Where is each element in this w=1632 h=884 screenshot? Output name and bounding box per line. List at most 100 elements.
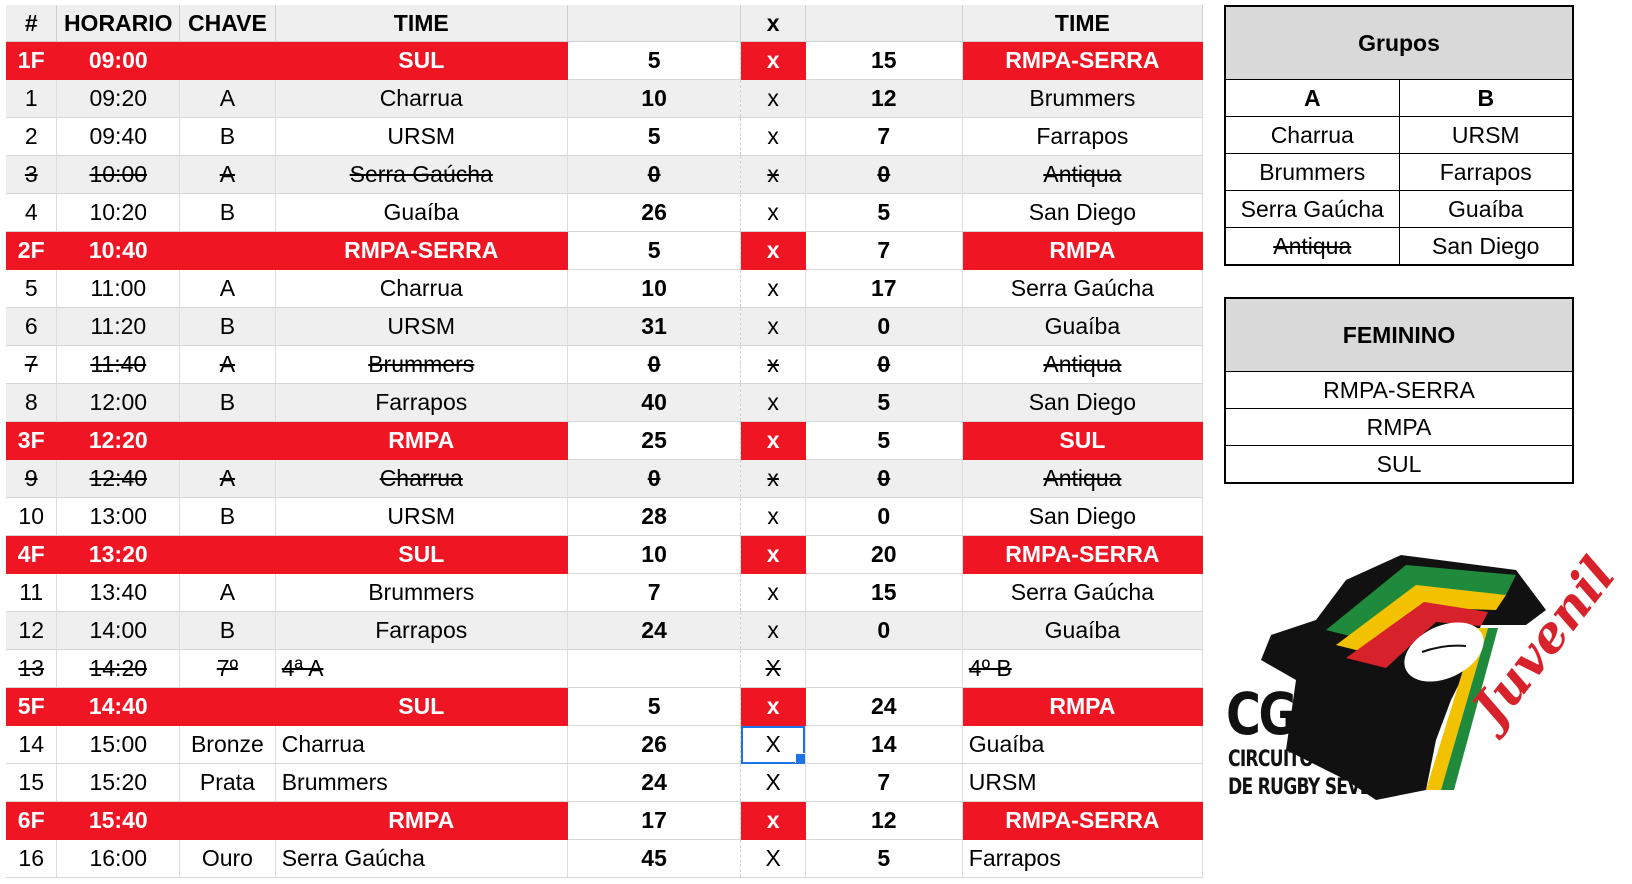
group-cell[interactable]: A: [179, 269, 276, 308]
home-score-cell[interactable]: 24: [567, 763, 742, 802]
home-score-cell[interactable]: 45: [567, 839, 742, 878]
away-score-cell[interactable]: 0: [805, 611, 963, 650]
versus-cell[interactable]: X: [740, 839, 806, 878]
group-cell[interactable]: B: [179, 307, 276, 346]
time-cell[interactable]: 13:00: [56, 497, 181, 536]
home-score-cell[interactable]: 26: [567, 725, 742, 764]
group-cell[interactable]: [179, 535, 276, 574]
match-number-cell[interactable]: 9: [6, 459, 58, 498]
away-score-cell[interactable]: 0: [805, 345, 963, 384]
schedule-header-cell[interactable]: CHAVE: [179, 5, 276, 42]
home-team-cell[interactable]: Farrapos: [275, 611, 568, 650]
away-score-cell[interactable]: 12: [805, 801, 963, 840]
match-number-cell[interactable]: 6: [6, 307, 58, 346]
group-cell[interactable]: B: [179, 193, 276, 232]
home-score-cell[interactable]: 10: [567, 79, 742, 118]
feminino-title[interactable]: FEMININO: [1224, 297, 1574, 372]
home-score-cell[interactable]: 17: [567, 801, 742, 840]
match-number-cell[interactable]: 15: [6, 763, 58, 802]
match-number-cell[interactable]: 12: [6, 611, 58, 650]
versus-cell[interactable]: X: [740, 725, 806, 764]
selection-fill-handle[interactable]: [794, 753, 805, 763]
home-team-cell[interactable]: Charrua: [275, 79, 568, 118]
match-number-cell[interactable]: 13: [6, 649, 58, 688]
match-number-cell[interactable]: 5: [6, 269, 58, 308]
time-cell[interactable]: 14:00: [56, 611, 181, 650]
away-score-cell[interactable]: 14: [805, 725, 963, 764]
group-cell[interactable]: [179, 231, 276, 270]
home-team-cell[interactable]: RMPA: [275, 801, 568, 840]
away-team-cell[interactable]: URSM: [962, 763, 1204, 802]
schedule-header-cell[interactable]: [805, 5, 963, 42]
away-team-cell[interactable]: Farrapos: [962, 117, 1204, 156]
match-number-cell[interactable]: 2F: [6, 231, 58, 270]
time-cell[interactable]: 11:40: [56, 345, 181, 384]
home-score-cell[interactable]: 10: [567, 535, 742, 574]
home-score-cell[interactable]: 5: [567, 231, 742, 270]
versus-cell[interactable]: X: [740, 763, 806, 802]
feminino-team-cell[interactable]: RMPA: [1224, 408, 1574, 446]
time-cell[interactable]: 14:20: [56, 649, 181, 688]
versus-cell[interactable]: x: [740, 155, 806, 194]
home-team-cell[interactable]: Farrapos: [275, 383, 568, 422]
versus-cell[interactable]: x: [740, 79, 806, 118]
group-a-team-cell[interactable]: Antiqua: [1224, 227, 1400, 266]
group-b-header[interactable]: B: [1398, 79, 1574, 117]
away-team-cell[interactable]: Antiqua: [962, 155, 1204, 194]
versus-cell[interactable]: x: [740, 801, 806, 840]
home-team-cell[interactable]: Brummers: [275, 573, 568, 612]
away-team-cell[interactable]: SUL: [962, 421, 1204, 460]
versus-cell[interactable]: x: [740, 193, 806, 232]
home-score-cell[interactable]: 5: [567, 41, 742, 80]
away-score-cell[interactable]: 7: [805, 231, 963, 270]
versus-cell[interactable]: x: [740, 269, 806, 308]
group-a-team-cell[interactable]: Serra Gaúcha: [1224, 190, 1400, 228]
time-cell[interactable]: 10:40: [56, 231, 181, 270]
home-team-cell[interactable]: SUL: [275, 687, 568, 726]
home-team-cell[interactable]: URSM: [275, 117, 568, 156]
away-score-cell[interactable]: 0: [805, 497, 963, 536]
time-cell[interactable]: 12:20: [56, 421, 181, 460]
home-team-cell[interactable]: SUL: [275, 41, 568, 80]
group-cell[interactable]: Ouro: [179, 839, 276, 878]
home-score-cell[interactable]: 10: [567, 269, 742, 308]
group-b-team-cell[interactable]: URSM: [1398, 116, 1574, 154]
away-score-cell[interactable]: 0: [805, 307, 963, 346]
versus-cell[interactable]: x: [740, 117, 806, 156]
home-score-cell[interactable]: 0: [567, 155, 742, 194]
match-number-cell[interactable]: 1: [6, 79, 58, 118]
group-cell[interactable]: B: [179, 117, 276, 156]
home-team-cell[interactable]: URSM: [275, 497, 568, 536]
versus-cell[interactable]: x: [740, 383, 806, 422]
group-a-team-cell[interactable]: Charrua: [1224, 116, 1400, 154]
group-a-team-cell[interactable]: Brummers: [1224, 153, 1400, 191]
away-team-cell[interactable]: RMPA-SERRA: [962, 535, 1204, 574]
time-cell[interactable]: 15:40: [56, 801, 181, 840]
time-cell[interactable]: 10:20: [56, 193, 181, 232]
away-team-cell[interactable]: Serra Gaúcha: [962, 269, 1204, 308]
schedule-header-cell[interactable]: x: [740, 5, 806, 42]
group-cell[interactable]: [179, 41, 276, 80]
home-score-cell[interactable]: 0: [567, 345, 742, 384]
away-team-cell[interactable]: RMPA: [962, 687, 1204, 726]
home-team-cell[interactable]: Brummers: [275, 345, 568, 384]
home-team-cell[interactable]: Charrua: [275, 725, 568, 764]
group-cell[interactable]: A: [179, 573, 276, 612]
match-number-cell[interactable]: 2: [6, 117, 58, 156]
group-b-team-cell[interactable]: Guaíba: [1398, 190, 1574, 228]
home-score-cell[interactable]: 0: [567, 459, 742, 498]
home-team-cell[interactable]: URSM: [275, 307, 568, 346]
home-score-cell[interactable]: 31: [567, 307, 742, 346]
away-score-cell[interactable]: 17: [805, 269, 963, 308]
home-score-cell[interactable]: 28: [567, 497, 742, 536]
home-score-cell[interactable]: 26: [567, 193, 742, 232]
match-number-cell[interactable]: 6F: [6, 801, 58, 840]
time-cell[interactable]: 12:00: [56, 383, 181, 422]
group-cell[interactable]: Bronze: [179, 725, 276, 764]
away-team-cell[interactable]: RMPA-SERRA: [962, 801, 1204, 840]
home-team-cell[interactable]: RMPA: [275, 421, 568, 460]
match-number-cell[interactable]: 11: [6, 573, 58, 612]
match-number-cell[interactable]: 4: [6, 193, 58, 232]
away-score-cell[interactable]: 5: [805, 193, 963, 232]
away-team-cell[interactable]: Guaíba: [962, 725, 1204, 764]
